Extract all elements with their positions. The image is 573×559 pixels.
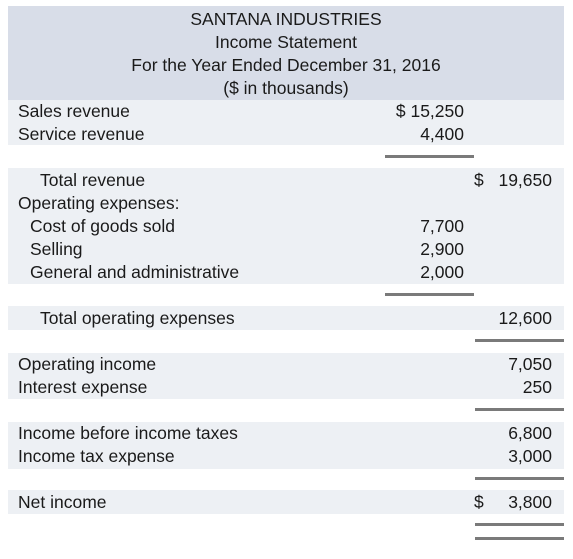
net-income-double-rule-top (475, 523, 564, 526)
total-operating-expenses-amount: 12,600 (498, 308, 552, 328)
band-net-income (8, 490, 564, 514)
service-revenue-amount: 4,400 (420, 124, 464, 144)
band-operating-expenses (8, 168, 564, 284)
income-before-taxes-label: Income before income taxes (18, 423, 238, 443)
band-revenues (8, 100, 564, 145)
operating-expenses-heading: Operating expenses: (18, 193, 180, 213)
company-name: SANTANA INDUSTRIES (190, 9, 382, 29)
band-income-before-taxes (8, 422, 564, 469)
statement-title: Income Statement (214, 32, 358, 52)
net-income-label: Net income (18, 492, 107, 512)
band-total-operating-expenses (8, 306, 564, 330)
band-operating-income (8, 353, 564, 399)
interest-rule (475, 408, 564, 411)
operating-income-label: Operating income (18, 354, 157, 374)
expenses-subtotal-rule (385, 293, 474, 296)
net-income-dollar-sign: $ (474, 492, 484, 512)
general-admin-amount: 2,000 (420, 262, 464, 282)
sales-revenue-label: Sales revenue (18, 101, 130, 121)
interest-expense-amount: 250 (522, 377, 552, 397)
net-income-amount: 3,800 (508, 492, 552, 512)
income-tax-expense-amount: 3,000 (508, 446, 552, 466)
operating-income-amount: 7,050 (508, 354, 552, 374)
service-revenue-label: Service revenue (18, 124, 145, 144)
revenue-subtotal-rule (385, 155, 474, 158)
cogs-amount: 7,700 (420, 216, 464, 236)
interest-expense-label: Interest expense (18, 377, 148, 397)
statement-period: For the Year Ended December 31, 2016 (131, 55, 441, 75)
selling-label: Selling (30, 239, 83, 259)
selling-amount: 2,900 (420, 239, 464, 259)
total-expenses-rule (475, 339, 564, 342)
sales-revenue-amount: $ 15,250 (395, 101, 464, 121)
net-income-double-rule-bottom (475, 537, 564, 540)
income-before-taxes-amount: 6,800 (508, 423, 552, 443)
total-revenue-amount: 19,650 (498, 170, 552, 190)
statement-units: ($ in thousands) (223, 78, 349, 98)
tax-rule (475, 477, 564, 480)
statement-header (8, 6, 564, 100)
general-admin-label: General and administrative (30, 262, 240, 282)
total-revenue-label: Total revenue (40, 170, 146, 190)
total-operating-expenses-label: Total operating expenses (40, 308, 235, 328)
income-tax-expense-label: Income tax expense (18, 446, 175, 466)
cogs-label: Cost of goods sold (30, 216, 175, 236)
total-revenue-dollar-sign: $ (474, 170, 484, 190)
